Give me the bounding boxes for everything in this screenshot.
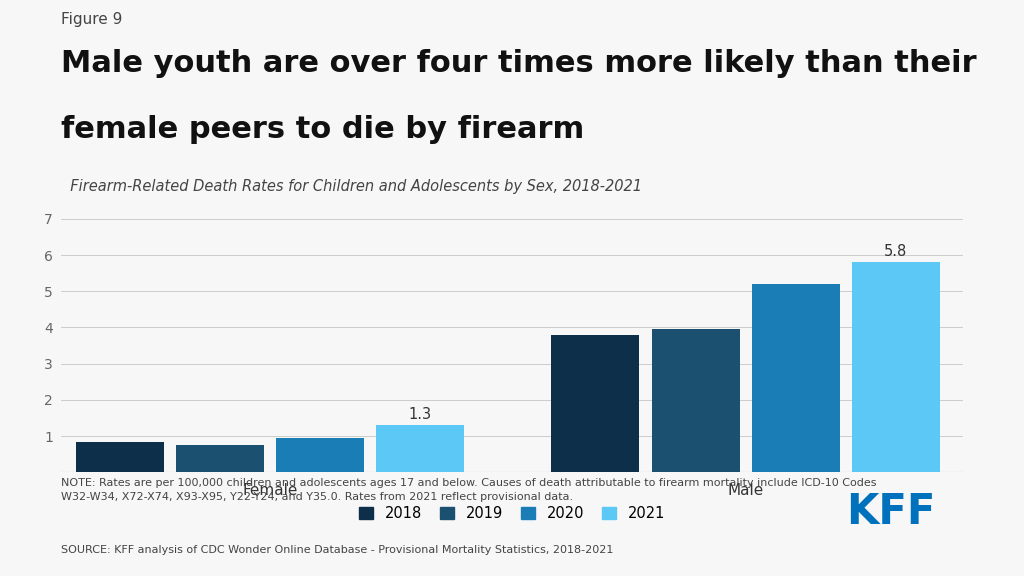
Bar (76, 442, 164, 472)
Bar (852, 262, 940, 472)
Text: Male youth are over four times more likely than their: Male youth are over four times more like… (61, 49, 977, 78)
Text: Figure 9: Figure 9 (61, 12, 123, 26)
Text: SOURCE: KFF analysis of CDC Wonder Online Database - Provisional Mortality Stati: SOURCE: KFF analysis of CDC Wonder Onlin… (61, 545, 613, 555)
Bar (651, 329, 739, 472)
Text: KFF: KFF (846, 491, 936, 533)
Bar (276, 438, 365, 472)
Text: 5.8: 5.8 (884, 244, 907, 259)
Text: female peers to die by firearm: female peers to die by firearm (61, 115, 585, 144)
Bar (376, 425, 464, 472)
Legend: 2018, 2019, 2020, 2021: 2018, 2019, 2020, 2021 (358, 506, 666, 521)
Text: NOTE: Rates are per 100,000 children and adolescents ages 17 and below. Causes o: NOTE: Rates are per 100,000 children and… (61, 478, 877, 502)
Bar (752, 284, 840, 472)
Text: 1.3: 1.3 (409, 407, 432, 422)
Bar (551, 335, 640, 472)
Text: Firearm-Related Death Rates for Children and Adolescents by Sex, 2018-2021: Firearm-Related Death Rates for Children… (61, 179, 642, 194)
Bar (176, 445, 264, 472)
